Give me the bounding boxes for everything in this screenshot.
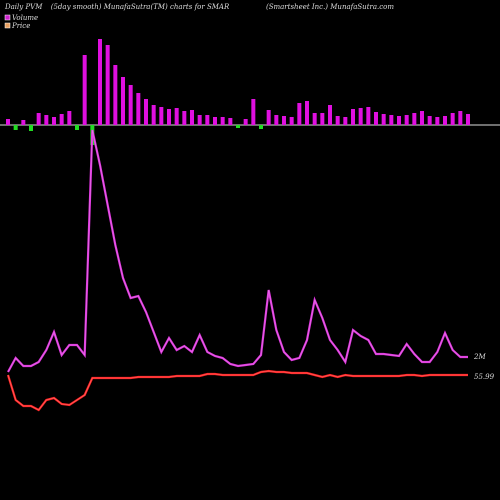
end-label: 55.99 (474, 373, 495, 381)
bar (351, 109, 355, 125)
bar (282, 116, 286, 125)
bar (44, 115, 49, 125)
bar (412, 113, 417, 125)
bar (389, 115, 394, 125)
bar (128, 85, 133, 125)
bar (36, 113, 41, 125)
bar (427, 116, 432, 125)
bar (266, 110, 271, 125)
end-label: 2M (473, 353, 486, 361)
bar (220, 117, 225, 125)
chart-subtitle: (5day smooth) MunafaSutra(TM) charts for… (51, 3, 230, 11)
bar (289, 117, 294, 125)
bar (450, 113, 455, 125)
legend-swatch (4, 22, 11, 29)
series-line-highlight (7, 370, 468, 411)
series-line-highlight (7, 129, 468, 373)
bar (305, 101, 309, 125)
bar (13, 125, 18, 130)
legend-swatch (4, 14, 11, 21)
bar (236, 125, 240, 128)
chart-title: Daily PVM (4, 3, 43, 11)
bar (67, 111, 72, 125)
bar (228, 118, 233, 125)
bar (312, 113, 317, 125)
company-name: (Smartsheet Inc.) MunafaSutra.com (266, 3, 394, 11)
bar (420, 111, 424, 125)
bar (328, 105, 332, 125)
bar (75, 125, 79, 130)
bar (458, 111, 463, 125)
bar (21, 120, 26, 125)
bar (151, 105, 156, 125)
bar (297, 103, 302, 125)
bar (29, 125, 33, 131)
bar (366, 107, 371, 125)
bar (243, 119, 248, 125)
bar (159, 107, 164, 125)
bar (121, 77, 125, 125)
bar (358, 108, 363, 125)
bar (136, 93, 141, 125)
bar (443, 116, 447, 125)
bar (190, 110, 194, 125)
bar (82, 55, 87, 125)
bar (197, 115, 202, 125)
bar (259, 125, 263, 129)
bar (182, 111, 187, 125)
bar (274, 115, 279, 125)
bar (251, 99, 256, 125)
bar (435, 117, 440, 125)
bar (105, 45, 110, 125)
bar (466, 114, 470, 125)
bar (343, 117, 348, 125)
bar (98, 39, 102, 125)
series-line (6, 369, 468, 412)
bar (205, 115, 210, 125)
bar (52, 117, 56, 125)
series-line (7, 129, 468, 373)
bar (174, 108, 179, 125)
bar (397, 116, 401, 125)
bar (113, 65, 118, 125)
legend-label: Volume (12, 14, 38, 22)
legend-label: Price (11, 22, 30, 30)
bar (213, 117, 217, 125)
bar (167, 109, 171, 125)
bar (404, 115, 409, 125)
bar (59, 114, 64, 125)
bar (374, 112, 378, 125)
bar (335, 116, 340, 125)
bar (320, 113, 325, 125)
bar (381, 114, 386, 125)
bar (6, 119, 10, 125)
bar (144, 99, 148, 125)
